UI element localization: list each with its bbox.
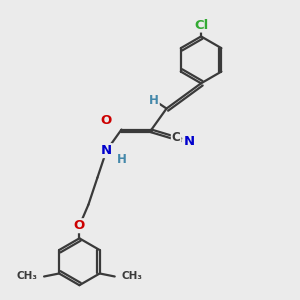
Text: C: C (172, 130, 181, 144)
Text: H: H (116, 153, 126, 166)
Text: O: O (74, 219, 85, 232)
Text: N: N (101, 144, 112, 157)
Text: O: O (101, 114, 112, 127)
Text: CH₃: CH₃ (121, 272, 142, 281)
Text: N: N (184, 135, 195, 148)
Text: H: H (149, 94, 159, 106)
Text: CH₃: CH₃ (16, 272, 38, 281)
Text: Cl: Cl (194, 19, 208, 32)
